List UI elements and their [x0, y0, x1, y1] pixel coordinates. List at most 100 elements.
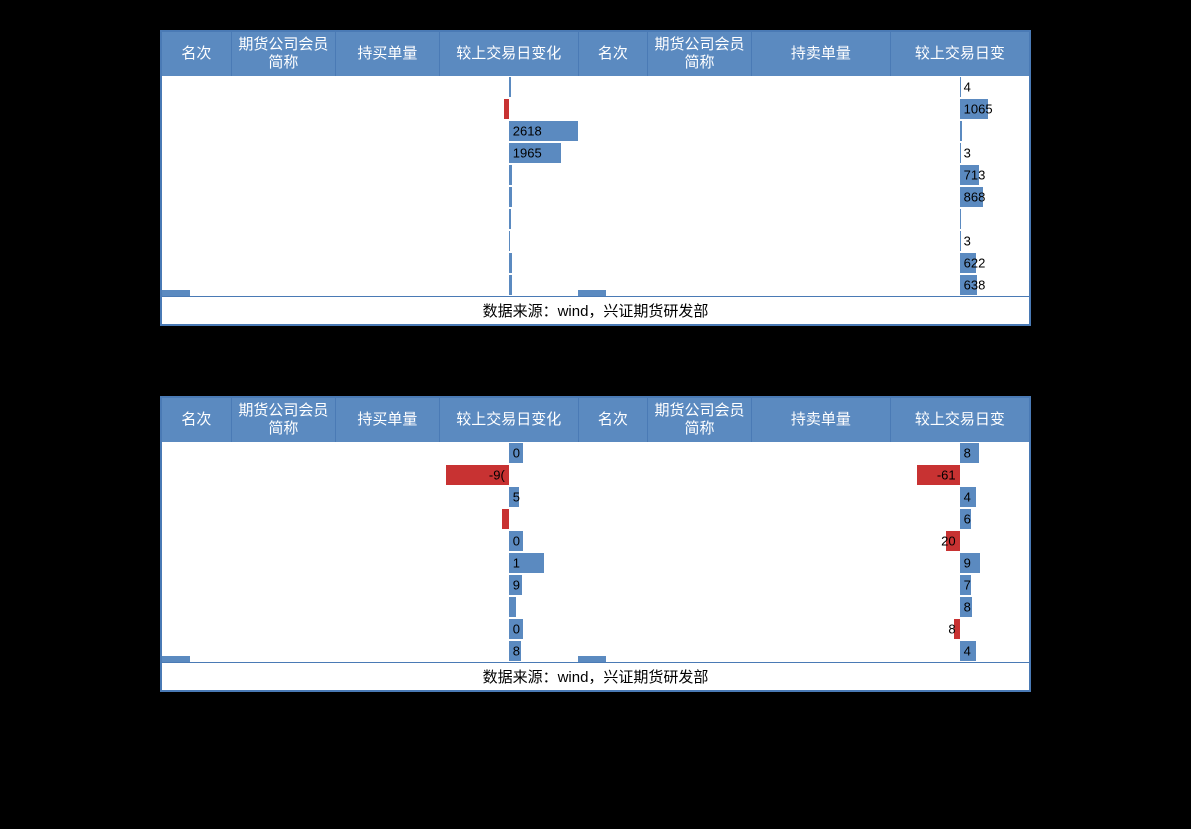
table-row: 638 [162, 274, 1029, 296]
negative-bar [502, 509, 509, 529]
empty-cell [162, 552, 231, 574]
table-row: 84 [162, 640, 1029, 662]
change-cell [439, 186, 578, 208]
bar-value-label: 5 [509, 490, 520, 505]
change-cell: 0 [439, 530, 578, 552]
change-cell [890, 208, 1029, 230]
empty-cell [648, 164, 752, 186]
empty-cell [162, 98, 231, 120]
empty-cell [648, 142, 752, 164]
table-row: 3 [162, 230, 1029, 252]
change-cell: 622 [890, 252, 1029, 274]
empty-cell [752, 508, 891, 530]
empty-cell [335, 464, 439, 486]
change-cell [439, 76, 578, 98]
empty-cell [648, 530, 752, 552]
change-cell: 4 [890, 640, 1029, 662]
empty-cell [162, 76, 231, 98]
bar-value-label: 0 [509, 446, 520, 461]
data-source-label: 数据来源：wind，兴证期货研发部 [162, 296, 1029, 324]
empty-cell [752, 596, 891, 618]
empty-cell [335, 208, 439, 230]
empty-cell [578, 640, 647, 662]
col-header: 期货公司会员简称 [648, 32, 752, 76]
empty-cell [578, 186, 647, 208]
col-header: 持卖单量 [752, 32, 891, 76]
change-cell: 4 [890, 76, 1029, 98]
change-cell: 7 [890, 574, 1029, 596]
col-header: 名次 [578, 398, 647, 442]
empty-cell [578, 120, 647, 142]
empty-cell [648, 618, 752, 640]
empty-cell [162, 274, 231, 296]
change-cell: 638 [890, 274, 1029, 296]
change-cell: 4 [890, 486, 1029, 508]
col-header: 期货公司会员简称 [648, 398, 752, 442]
empty-cell [231, 574, 335, 596]
empty-cell [752, 486, 891, 508]
empty-cell [752, 618, 891, 640]
empty-cell [578, 596, 647, 618]
empty-cell [335, 530, 439, 552]
empty-cell [648, 76, 752, 98]
positive-bar [509, 209, 511, 229]
empty-cell [231, 76, 335, 98]
table-row: 6 [162, 508, 1029, 530]
empty-cell [162, 252, 231, 274]
empty-cell [578, 142, 647, 164]
empty-cell [335, 508, 439, 530]
empty-cell [752, 120, 891, 142]
col-header: 名次 [162, 32, 231, 76]
change-cell: 8 [890, 442, 1029, 464]
positive-bar [509, 187, 513, 207]
empty-cell [335, 98, 439, 120]
empty-cell [231, 552, 335, 574]
change-cell: 3 [890, 142, 1029, 164]
empty-cell [162, 486, 231, 508]
change-cell: 0 [439, 618, 578, 640]
table-row: 622 [162, 252, 1029, 274]
empty-cell [578, 508, 647, 530]
change-cell [439, 274, 578, 296]
negative-bar [504, 99, 509, 119]
change-cell [439, 230, 578, 252]
change-cell: 1 [439, 552, 578, 574]
empty-cell [231, 98, 335, 120]
bar-value-label: 1 [509, 556, 520, 571]
table-row: 020 [162, 530, 1029, 552]
bar-value-label: 622 [960, 256, 986, 271]
empty-cell [335, 76, 439, 98]
position-table: 名次期货公司会员简称持买单量较上交易日变化名次期货公司会员简称持卖单量较上交易日… [162, 32, 1029, 296]
empty-cell [162, 164, 231, 186]
empty-cell [231, 508, 335, 530]
table-row [162, 208, 1029, 230]
empty-cell [648, 98, 752, 120]
table-row: 97 [162, 574, 1029, 596]
table-row: 08 [162, 618, 1029, 640]
bar-value-label: 4 [960, 644, 971, 659]
bar-value-label: -9( [489, 468, 509, 483]
change-cell: 9 [890, 552, 1029, 574]
empty-cell [335, 164, 439, 186]
empty-cell [752, 76, 891, 98]
bar-value-label: 4 [960, 80, 971, 95]
empty-cell [231, 120, 335, 142]
col-header: 名次 [578, 32, 647, 76]
empty-cell [162, 230, 231, 252]
positive-bar [509, 231, 510, 251]
bar-value-label: 3 [960, 146, 971, 161]
empty-cell [752, 142, 891, 164]
empty-cell [231, 186, 335, 208]
empty-cell [335, 574, 439, 596]
bar-value-label: 0 [509, 622, 520, 637]
table-row: 4 [162, 76, 1029, 98]
positive-bar [509, 253, 512, 273]
empty-cell [335, 252, 439, 274]
empty-cell [752, 98, 891, 120]
empty-cell [752, 164, 891, 186]
empty-cell [335, 442, 439, 464]
empty-cell [162, 120, 231, 142]
empty-cell [648, 208, 752, 230]
change-cell: 8 [439, 640, 578, 662]
bar-value-label: 1965 [509, 146, 542, 161]
